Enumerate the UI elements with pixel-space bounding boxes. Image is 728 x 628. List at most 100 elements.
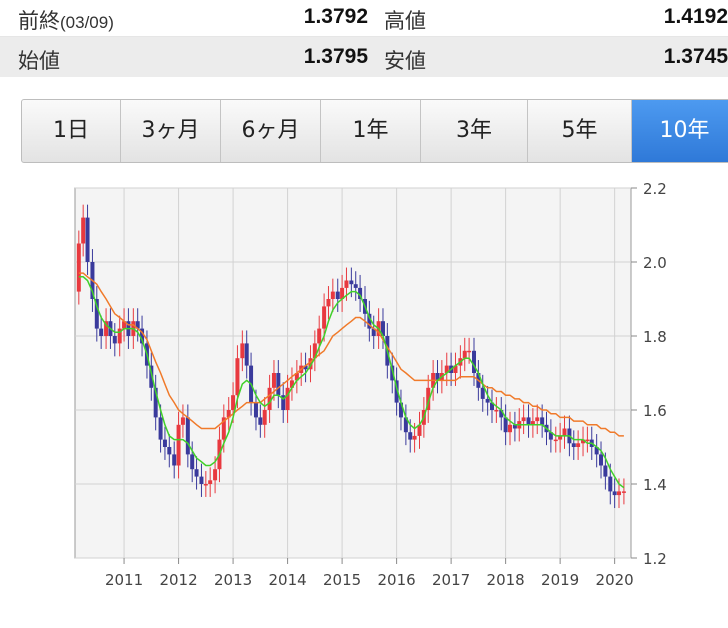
candle-body <box>312 343 317 359</box>
quote-row-1: 前終(03/09) 1.3792 高値 1.4192 <box>0 0 728 37</box>
candle-body <box>213 469 218 481</box>
candle-body <box>153 387 158 418</box>
candle-body <box>140 328 145 344</box>
high-value: 1.4192 <box>663 5 728 28</box>
candle-body <box>512 424 517 429</box>
candle-body <box>112 336 117 344</box>
x-tick-label: 2012 <box>159 571 197 589</box>
y-tick-label: 1.8 <box>643 328 667 346</box>
candle-body <box>253 402 258 418</box>
candle-body <box>426 387 431 410</box>
tab-3-months[interactable]: 3ヶ月 <box>121 100 221 162</box>
candle-body <box>244 343 249 366</box>
low-value: 1.3745 <box>663 45 728 68</box>
y-axis-labels: 1.2 1.4 1.6 1.8 2.0 2.2 <box>643 180 667 568</box>
candle-body <box>240 343 245 359</box>
candle-body <box>507 424 512 433</box>
ma-short-line <box>78 276 625 489</box>
x-tick-label: 2017 <box>432 571 470 589</box>
y-tick-label: 1.2 <box>643 550 667 568</box>
candle-body <box>276 373 281 396</box>
period-tabs: 1日 3ヶ月 6ヶ月 1年 3年 5年 10年 <box>21 99 728 163</box>
candle-body <box>104 321 109 336</box>
candle-body <box>94 299 99 329</box>
candle-body <box>335 291 340 299</box>
candle-body <box>599 454 604 466</box>
tab-1-year[interactable]: 1年 <box>321 100 421 162</box>
candle-body <box>417 424 422 436</box>
candle-body <box>485 398 490 403</box>
candle-body <box>194 469 199 477</box>
candle-body <box>76 243 81 292</box>
x-tick-label: 2019 <box>541 571 579 589</box>
candle-body <box>380 321 385 336</box>
candle-body <box>540 417 545 425</box>
candle-body <box>135 321 140 329</box>
candle-body <box>594 447 599 455</box>
tab-3-years[interactable]: 3年 <box>421 100 528 162</box>
candle-body <box>467 350 472 353</box>
candle-body <box>344 280 349 288</box>
candle-body <box>294 373 299 381</box>
x-axis-labels: 2011 2012 2013 2014 2015 2016 2017 2018 2019 2020 <box>105 571 634 589</box>
candle-body <box>535 417 540 422</box>
candle-body <box>480 387 485 399</box>
candle-body <box>621 491 626 493</box>
candle-body <box>472 350 477 373</box>
candle-body <box>149 365 154 388</box>
x-tick-label: 2020 <box>596 571 634 589</box>
x-tick-label: 2016 <box>378 571 416 589</box>
x-tick-label: 2013 <box>214 571 252 589</box>
candle-body <box>235 358 240 396</box>
tab-5-years[interactable]: 5年 <box>528 100 632 162</box>
candle-body <box>412 435 417 440</box>
candle-body <box>330 291 335 299</box>
candle-body <box>317 328 322 344</box>
candle-body <box>322 306 327 329</box>
candle-body <box>603 465 608 477</box>
candle-body <box>158 417 163 440</box>
candle-body <box>176 424 181 466</box>
plot-background <box>74 187 632 559</box>
candle-body <box>494 410 499 412</box>
candle-body <box>530 421 535 425</box>
candle-body <box>571 443 576 447</box>
y-tick-label: 1.6 <box>643 402 667 420</box>
tab-10-years[interactable]: 10年 <box>632 100 728 162</box>
x-tick-label: 2011 <box>105 571 143 589</box>
candle-body <box>203 484 208 486</box>
y-tick-label: 1.4 <box>643 476 667 494</box>
candle-body <box>394 380 399 403</box>
candle-body <box>521 417 526 422</box>
candle-body <box>526 417 531 425</box>
tab-1-day[interactable]: 1日 <box>22 100 121 162</box>
candle-body <box>499 410 504 418</box>
candle-body <box>231 395 236 410</box>
x-tick-label: 2014 <box>268 571 306 589</box>
candle-body <box>576 443 581 447</box>
candle-body <box>503 417 508 433</box>
y-tick-label: 2.2 <box>643 180 667 198</box>
x-tick-label: 2015 <box>323 571 361 589</box>
open-label: 始値 <box>18 49 60 73</box>
candle-body <box>85 217 90 262</box>
candle-body <box>190 454 195 470</box>
candle-body <box>285 387 290 410</box>
candle-body <box>403 417 408 433</box>
candle-body <box>585 439 590 442</box>
prev-close-date: (03/09) <box>60 13 114 32</box>
candle-body <box>398 402 403 418</box>
ma-long-line <box>78 272 624 437</box>
candle-body <box>221 417 226 440</box>
candle-body <box>226 410 231 418</box>
candle-body <box>612 491 617 496</box>
candle-body <box>289 380 294 388</box>
open-value: 1.3795 <box>303 45 368 68</box>
candle-body <box>444 365 449 373</box>
moving-averages <box>78 272 625 489</box>
candle-body <box>185 417 190 455</box>
tab-6-months[interactable]: 6ヶ月 <box>221 100 321 162</box>
candle-body <box>435 373 440 381</box>
candle-body <box>608 476 613 492</box>
candle-body <box>349 280 354 285</box>
